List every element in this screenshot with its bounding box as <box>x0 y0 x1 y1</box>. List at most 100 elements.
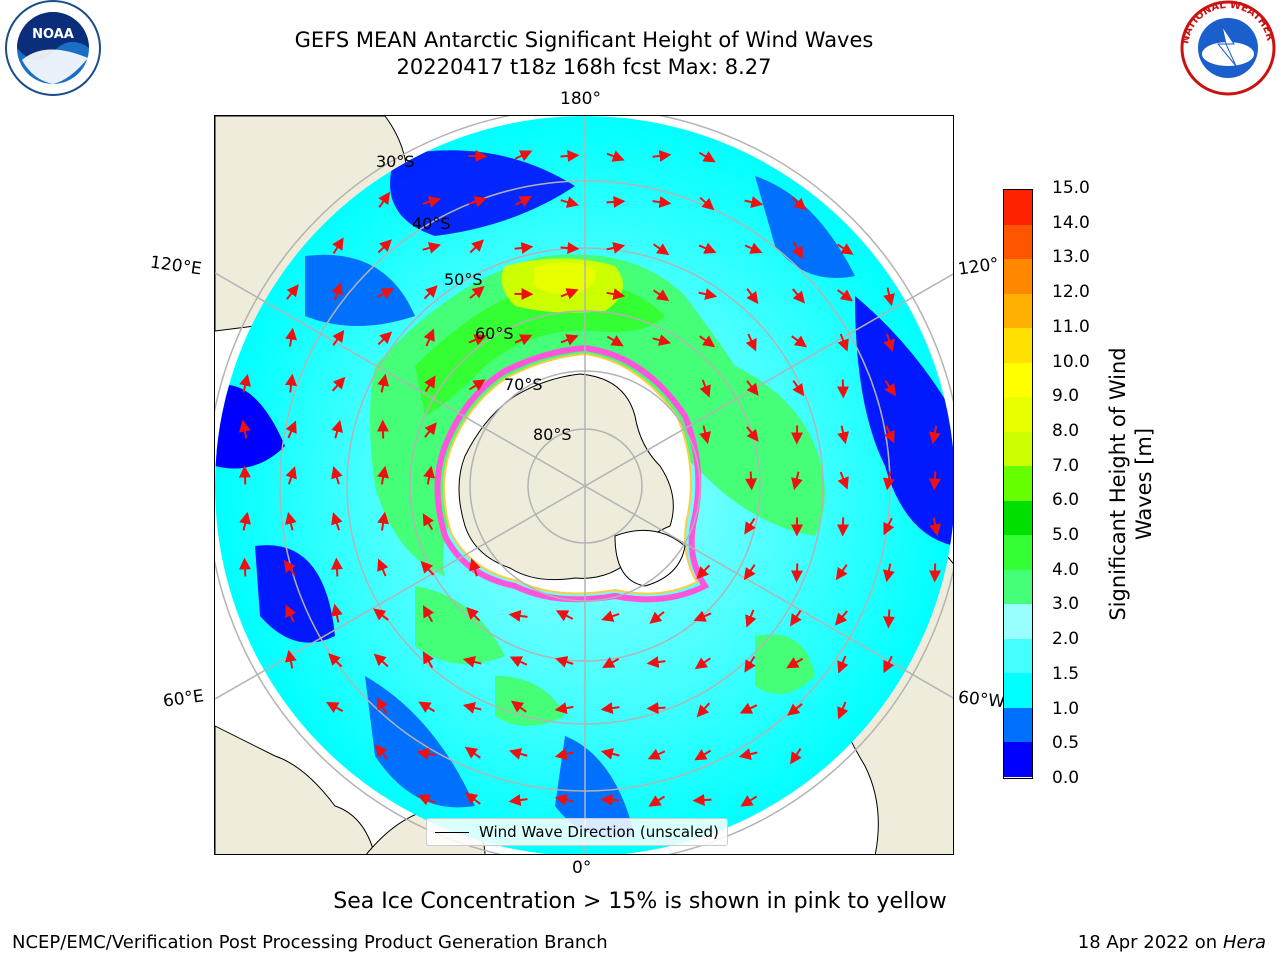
wave-direction-arrow <box>554 702 574 714</box>
wave-direction-arrow <box>469 239 485 254</box>
colorbar-tick-label: 14.0 <box>1052 212 1090 233</box>
wave-direction-arrow <box>606 150 625 162</box>
colorbar-tick-label: 0.5 <box>1052 733 1080 754</box>
plot-title: GEFS MEAN Antarctic Significant Height o… <box>294 28 874 52</box>
colorbar-tick-label: 12.0 <box>1052 282 1090 303</box>
legend-line-icon <box>435 831 469 833</box>
wave-direction-arrow <box>882 609 895 629</box>
wave-direction-arrow <box>790 610 802 627</box>
wave-direction-arrow <box>422 242 442 254</box>
wave-direction-arrow <box>424 375 436 393</box>
colorbar-tick-label: 10.0 <box>1052 351 1090 372</box>
wave-direction-arrow <box>376 697 388 715</box>
wave-direction-arrow <box>560 196 580 208</box>
colorbar-tick-label: 9.0 <box>1052 386 1080 407</box>
plot-subtitle: 20220417 t18z 168h fcst Max: 8.27 <box>396 55 772 79</box>
wave-direction-arrow <box>509 656 528 668</box>
wave-direction-arrow <box>328 653 343 668</box>
wave-direction-arrow <box>744 517 756 535</box>
lat-label-50s: 50°S <box>444 270 483 289</box>
wave-direction-arrow <box>418 701 436 713</box>
colorbar-tick-label: 2.0 <box>1052 629 1080 650</box>
legend-label: Wind Wave Direction (unscaled) <box>479 823 719 841</box>
colorbar-segment <box>1004 638 1032 674</box>
wave-direction-arrow <box>698 151 716 163</box>
wave-direction-arrow <box>331 282 343 301</box>
wave-direction-arrow <box>929 517 941 537</box>
wave-direction-arrow <box>514 241 534 254</box>
wave-direction-arrow <box>694 749 712 761</box>
wave-direction-arrow <box>883 563 895 583</box>
wave-direction-arrow <box>560 149 580 162</box>
wave-direction-arrow <box>555 610 574 622</box>
wave-direction-arrow <box>377 465 389 485</box>
lat-label-80s: 80°S <box>533 425 572 444</box>
noaa-logo: NOAA <box>0 0 106 104</box>
wave-direction-arrow <box>331 512 343 531</box>
wave-direction-arrow <box>602 656 620 669</box>
lat-label-70s: 70°S <box>504 375 543 394</box>
colorbar-segment <box>1004 604 1032 639</box>
wave-direction-arrow <box>791 335 808 348</box>
wave-direction-arrow <box>790 748 802 765</box>
wave-direction-arrow <box>694 657 711 670</box>
wave-direction-arrow <box>837 471 849 490</box>
wave-direction-arrow <box>837 655 849 674</box>
wave-direction-arrow <box>331 603 343 623</box>
wave-direction-arrow <box>882 471 895 491</box>
wave-direction-arrow <box>326 701 344 714</box>
wave-direction-arrow <box>331 376 346 392</box>
colorbar-tick-label: 3.0 <box>1052 594 1080 615</box>
colorbar <box>1003 189 1033 779</box>
wave-direction-arrow <box>377 239 392 254</box>
wave-direction-arrow <box>744 196 764 208</box>
wave-direction-arrow <box>600 702 620 715</box>
wave-direction-arrow <box>699 196 715 211</box>
wave-direction-arrow <box>929 425 941 445</box>
colorbar-segment <box>1004 466 1032 501</box>
wave-direction-arrow <box>285 649 297 669</box>
wave-direction-arrow <box>745 333 757 352</box>
wave-direction-arrow <box>600 793 620 806</box>
wave-direction-arrow <box>416 748 436 760</box>
wave-direction-arrow <box>377 511 390 531</box>
wave-direction-arrow <box>377 331 393 346</box>
wave-direction-arrow <box>791 471 803 491</box>
wave-direction-arrow <box>792 288 806 304</box>
wave-direction-arrow <box>698 288 718 300</box>
colorbar-segment <box>1004 190 1032 225</box>
wave-direction-arrow <box>422 513 434 531</box>
wave-direction-arrow <box>332 329 345 346</box>
wave-direction-arrow <box>560 334 579 346</box>
colorbar-tick-label: 5.0 <box>1052 525 1080 546</box>
wave-direction-arrow <box>791 241 803 260</box>
wave-direction-arrow <box>883 287 895 307</box>
wave-direction-arrow <box>331 419 343 439</box>
wave-direction-arrow <box>883 425 895 444</box>
lat-label-30s: 30°S <box>376 152 415 171</box>
wave-direction-arrow <box>422 651 434 669</box>
lon-label-0: 0° <box>572 858 592 878</box>
wave-direction-arrow <box>462 702 482 714</box>
wave-direction-arrow <box>606 195 626 208</box>
map-legend: Wind Wave Direction (unscaled) <box>426 818 728 846</box>
lat-label-60s: 60°S <box>475 324 514 343</box>
wave-direction-arrow <box>836 243 854 255</box>
wave-direction-arrow <box>648 795 666 807</box>
graticule <box>215 116 953 854</box>
colorbar-tick-label: 7.0 <box>1052 455 1080 476</box>
wave-direction-arrow <box>423 328 435 347</box>
lon-label-60w: 60°W <box>957 687 1006 713</box>
wave-direction-arrow <box>653 243 670 256</box>
wave-direction-arrow <box>601 610 620 622</box>
wave-direction-arrow <box>652 196 672 209</box>
colorbar-tick-label: 8.0 <box>1052 420 1080 441</box>
wave-direction-arrow <box>285 373 298 393</box>
wave-direction-arrow <box>285 604 297 623</box>
colorbar-tick-label: 1.5 <box>1052 663 1080 684</box>
wave-direction-arrow <box>239 419 251 439</box>
wave-direction-arrow <box>469 286 485 299</box>
wave-direction-arrow <box>606 242 626 254</box>
colorbar-segment <box>1004 328 1032 363</box>
wave-direction-arrow <box>792 380 805 397</box>
